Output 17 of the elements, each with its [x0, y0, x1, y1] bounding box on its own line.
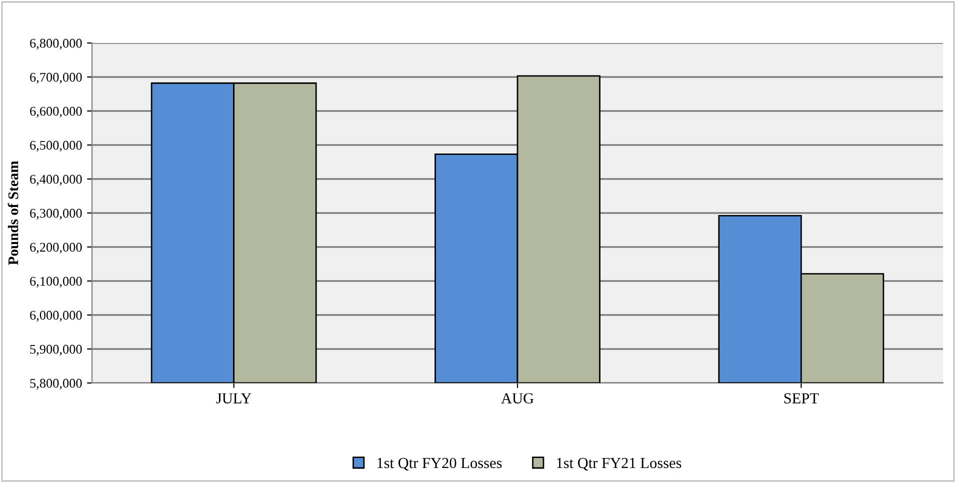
legend-label: 1st Qtr FY20 Losses [378, 458, 502, 470]
y-tick-label: 6,100,000 [30, 276, 82, 288]
y-axis-title: Pounds of Steam [8, 160, 18, 266]
y-tick-label: 6,400,000 [30, 174, 82, 186]
x-tick-label: SEPT [784, 393, 819, 404]
y-tick-label: 6,200,000 [30, 242, 82, 254]
x-tick-label: AUG [501, 393, 534, 404]
y-tick-label: 6,800,000 [30, 38, 82, 50]
y-tick-label: 6,600,000 [30, 106, 82, 118]
legend-label: 1st Qtr FY21 Losses [557, 458, 682, 470]
x-tick-label: JULY [216, 393, 252, 404]
y-tick-label: 6,500,000 [30, 140, 82, 152]
y-tick-label: 5,800,000 [30, 378, 82, 390]
y-tick-label: 6,000,000 [30, 310, 82, 322]
y-tick-label: 6,700,000 [30, 72, 82, 84]
y-tick-label: 5,900,000 [30, 344, 82, 356]
y-tick-label: 6,300,000 [30, 208, 82, 220]
